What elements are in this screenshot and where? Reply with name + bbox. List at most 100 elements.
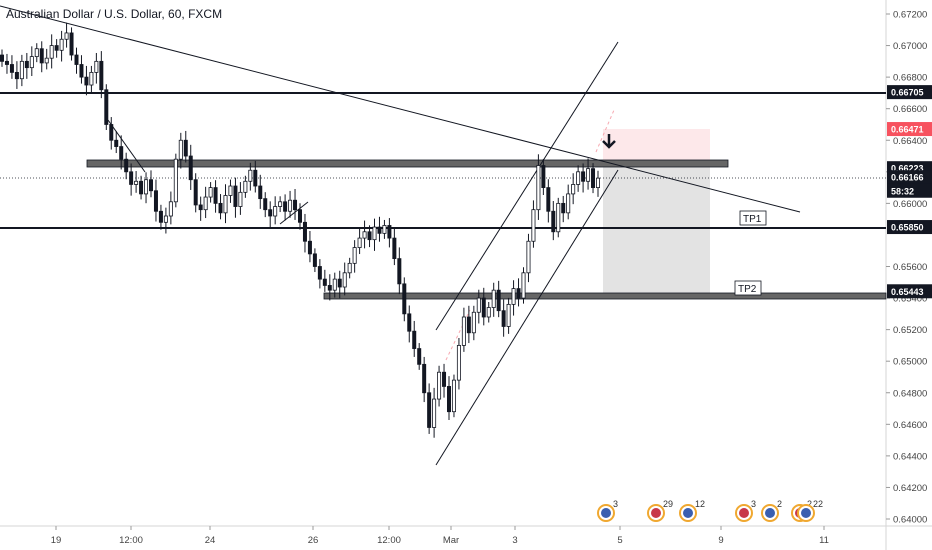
economic-event-icon[interactable]: 29 — [647, 499, 673, 522]
price-badge: 0.65850 — [887, 220, 932, 235]
candle-body — [129, 171, 134, 185]
time-tick-label: Mar — [443, 535, 459, 546]
candle-body — [591, 168, 596, 188]
time-tick-label: 3 — [512, 535, 517, 546]
candle-body — [119, 146, 124, 160]
candle-body — [238, 191, 243, 207]
candle-body — [372, 226, 377, 241]
candle-body — [233, 185, 238, 207]
candle-body — [278, 201, 283, 207]
channel-lower-line — [435, 169, 619, 466]
price-tick-label: 0.66400 — [893, 136, 927, 147]
candle-body — [213, 187, 218, 204]
economic-event-count: 2 — [777, 499, 782, 509]
candle-body — [208, 187, 213, 198]
candle-body — [263, 198, 268, 211]
candle-body — [283, 201, 288, 212]
candle-body — [422, 363, 427, 394]
economic-event-count: 2 — [807, 499, 812, 509]
candle-body — [188, 155, 193, 181]
economic-event-icon[interactable]: 22 — [797, 499, 823, 522]
candle-body — [451, 379, 456, 413]
candlestick-series — [0, 22, 601, 438]
price-tick-label: 0.64800 — [893, 388, 927, 399]
price-tick-label: 0.67200 — [893, 10, 927, 21]
time-tick-label: 19 — [51, 535, 62, 546]
candle-body — [516, 288, 521, 299]
price-tick-label: 0.65400 — [893, 294, 927, 305]
candle-body — [163, 215, 168, 223]
candle-body — [546, 187, 551, 212]
price-badge-label: 0.65443 — [891, 287, 924, 297]
candle-body — [74, 54, 79, 65]
time-tick-label: 9 — [718, 535, 723, 546]
candle-body — [198, 204, 203, 211]
candle-body — [173, 158, 178, 203]
price-tick-label: 0.66000 — [893, 199, 927, 210]
candle-body — [104, 89, 109, 125]
time-tick-label: 12:00 — [377, 535, 401, 546]
price-badge-label: 0.66705 — [891, 88, 924, 98]
candle-body — [317, 266, 322, 280]
candle-body — [442, 371, 447, 387]
candle-body — [412, 330, 417, 349]
resistance-zone-66223 — [86, 159, 729, 168]
candle-body — [14, 71, 19, 80]
economic-events[interactable]: 3 29 12 3 2 2 22 — [597, 499, 823, 522]
candle-body — [24, 60, 29, 69]
candle-body — [481, 297, 486, 318]
price-badge: 0.66166 — [887, 170, 932, 185]
time-tick-label: 26 — [308, 535, 319, 546]
economic-event-icon[interactable]: 3 — [735, 499, 756, 522]
candle-body — [64, 32, 69, 40]
time-tick-label: 5 — [617, 535, 622, 546]
candle-body — [203, 196, 208, 211]
candle-body — [59, 38, 64, 51]
descending-trendline — [0, 5, 801, 213]
economic-event-count: 12 — [695, 499, 705, 509]
candle-body — [218, 202, 223, 214]
economic-event-count: 29 — [663, 499, 673, 509]
candle-body — [109, 124, 114, 141]
candle-body — [581, 171, 586, 182]
candle-body — [571, 184, 576, 195]
candle-body — [153, 190, 158, 212]
candle-body — [273, 206, 278, 217]
candle-body — [44, 57, 49, 64]
economic-event-icon[interactable]: 2 — [761, 499, 782, 522]
channel-upper-line — [435, 41, 619, 331]
candle-body — [561, 202, 566, 214]
candle-body — [466, 316, 471, 334]
time-tick-label: 12:00 — [119, 535, 143, 546]
candle-body — [54, 45, 59, 51]
time-axis[interactable]: 19 12:00 24 26 12:00 Mar 3 5 9 11 — [51, 526, 829, 546]
candle-body — [521, 272, 526, 299]
candle-body — [506, 303, 511, 327]
time-tick-label: 11 — [819, 535, 829, 546]
price-tick-label: 0.66600 — [893, 104, 927, 115]
candle-body — [367, 231, 372, 241]
price-axis[interactable]: 0.67200 0.67000 0.66800 0.66600 0.66400 0.662… — [886, 10, 927, 526]
down-arrow-icon — [602, 134, 616, 149]
economic-event-icon[interactable]: 3 — [597, 499, 618, 522]
candle-body — [307, 240, 312, 255]
projection-line-up — [595, 109, 615, 153]
candle-body — [94, 60, 99, 73]
candle-body — [397, 258, 402, 285]
candle-body — [322, 278, 327, 286]
candle-body — [29, 56, 34, 69]
price-tick-label: 0.64200 — [893, 483, 927, 494]
small-trendline-a — [107, 119, 146, 173]
price-badge-label: 58:32 — [891, 186, 914, 196]
candle-body — [337, 278, 342, 288]
candle-body — [134, 180, 139, 185]
candle-body — [34, 48, 39, 58]
price-tick-label: 0.64400 — [893, 451, 927, 462]
candle-body — [293, 199, 298, 211]
tp2-label: TP2 — [734, 280, 762, 296]
price-badge-label: 0.66166 — [891, 173, 924, 183]
candle-body — [432, 398, 437, 428]
economic-event-icon[interactable]: 12 — [679, 499, 705, 522]
